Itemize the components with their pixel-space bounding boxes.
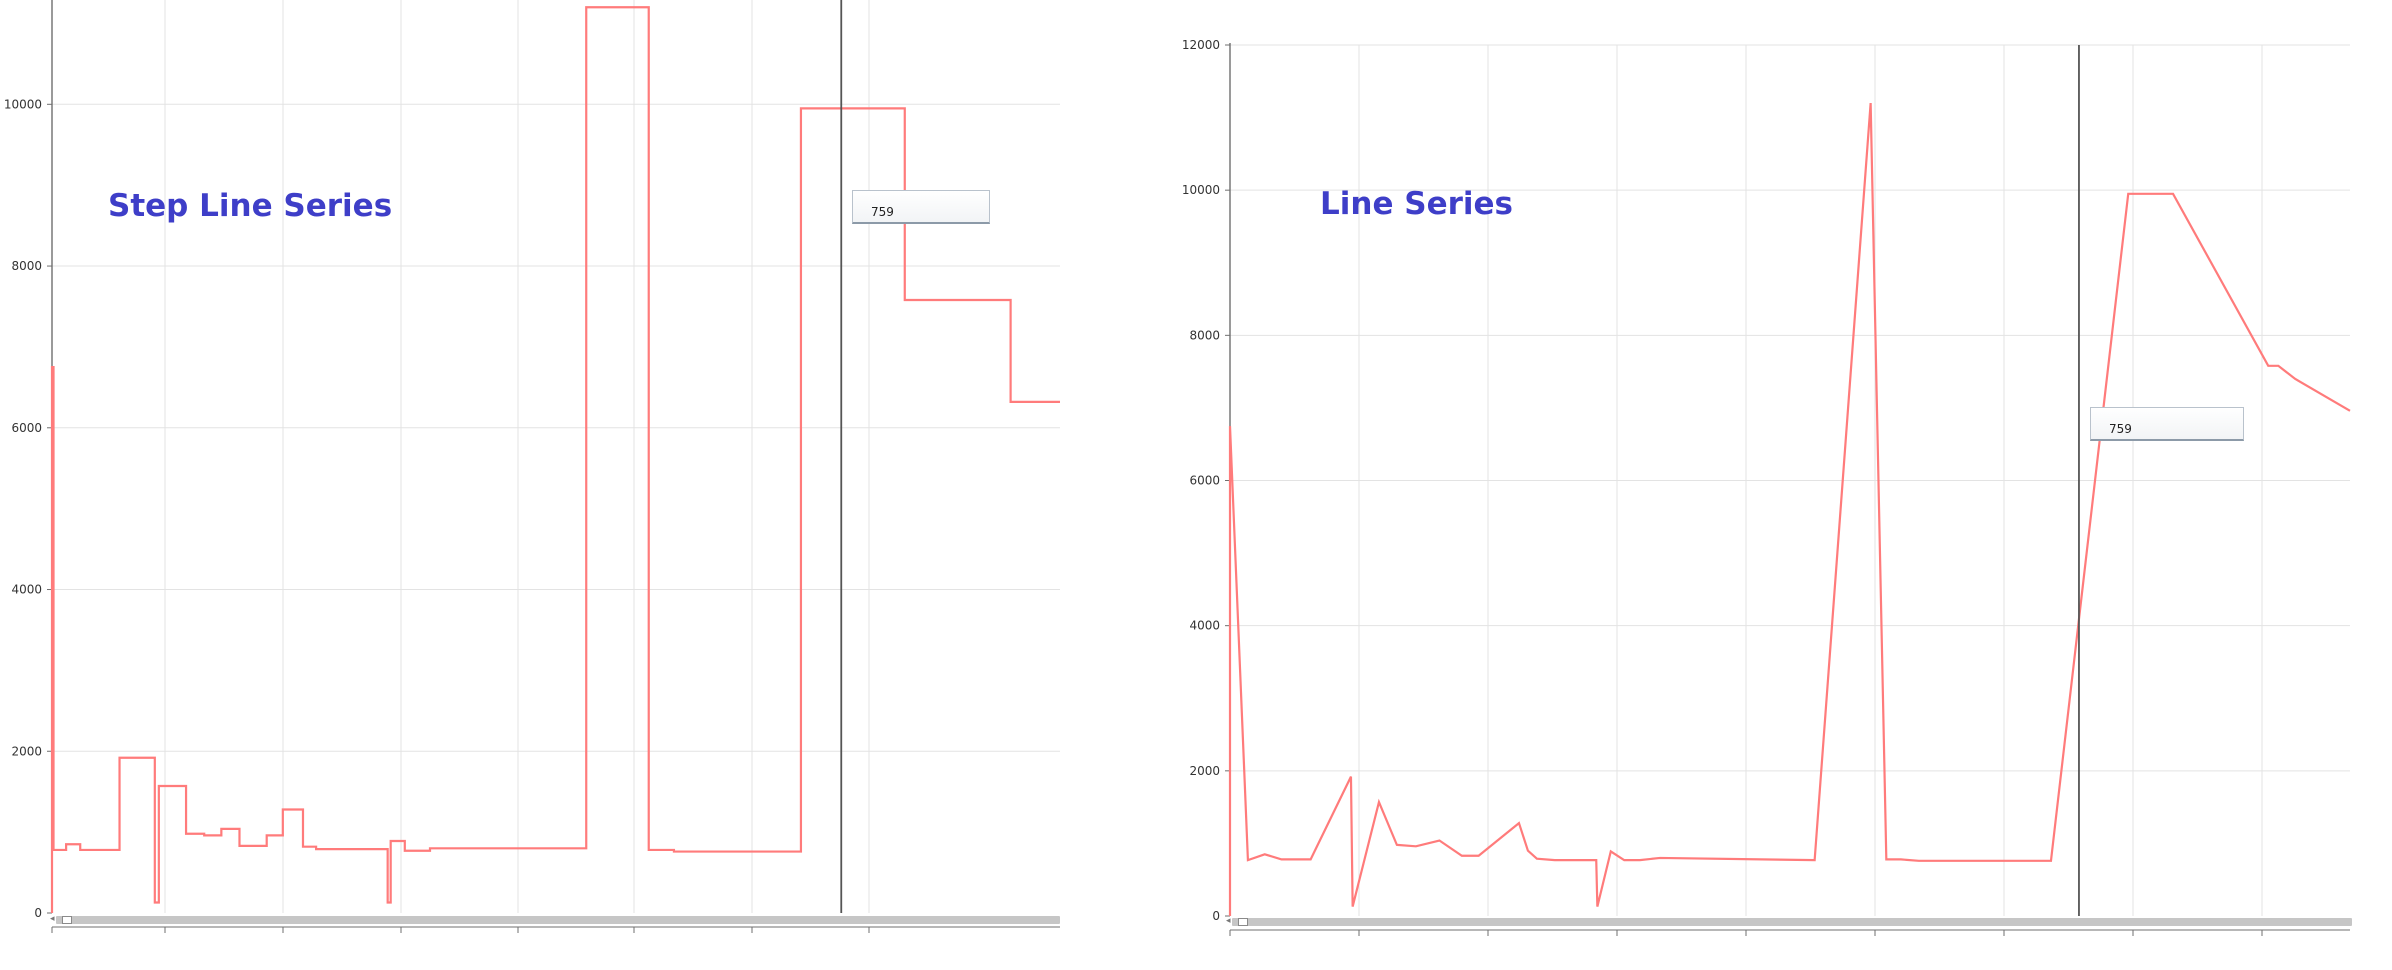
y-tick-label: 8000 (1189, 328, 1220, 342)
chart-title: Step Line Series (108, 188, 393, 224)
y-tick-label: 10000 (1182, 183, 1220, 197)
horizontal-scrollbar[interactable]: ◂ (1226, 916, 2352, 926)
series-line (50, 6, 1060, 913)
tooltip-value: 759 (871, 205, 894, 219)
y-tick-label: 6000 (11, 421, 42, 435)
step-line-chart-panel: 0 2000 4000 6000 8000 10000 Step Line Series … (0, 0, 1080, 970)
y-tick-label: 10000 (4, 97, 42, 111)
y-tick-label: 4000 (1189, 619, 1220, 633)
y-tick-label: 4000 (11, 583, 42, 597)
series-line (1228, 102, 2351, 916)
chart-title: Line Series (1320, 186, 1514, 222)
y-tick-label: 8000 (11, 259, 42, 273)
scrollbar-thumb[interactable] (62, 916, 72, 924)
line-chart-panel: 0 2000 4000 6000 8000 10000 12000 Line Series … (1160, 0, 2392, 970)
y-tick-label: 2000 (11, 744, 42, 758)
line-chart: 0 2000 4000 6000 8000 10000 12000 (1182, 38, 2351, 936)
y-tick-label: 0 (1212, 909, 1220, 923)
tooltip-value: 759 (2109, 422, 2132, 436)
tooltip: 759 (2090, 407, 2244, 441)
scrollbar-thumb[interactable] (1238, 918, 1248, 926)
horizontal-scrollbar[interactable]: ◂ (50, 914, 1060, 924)
step-line-chart: 0 2000 4000 6000 8000 10000 (4, 0, 1060, 933)
y-tick-label: 0 (34, 906, 42, 920)
scroll-left-arrow-icon[interactable]: ◂ (50, 914, 55, 924)
y-tick-label: 12000 (1182, 38, 1220, 52)
y-tick-label: 2000 (1189, 764, 1220, 778)
tooltip: 759 (852, 190, 990, 224)
scroll-left-arrow-icon[interactable]: ◂ (1226, 916, 1231, 926)
y-tick-label: 6000 (1189, 474, 1220, 488)
